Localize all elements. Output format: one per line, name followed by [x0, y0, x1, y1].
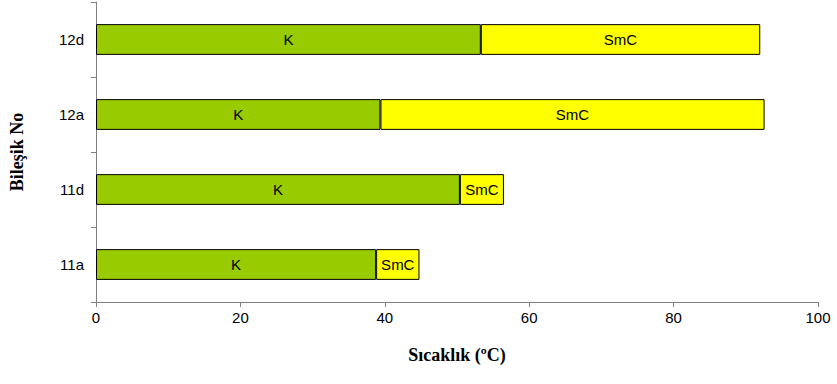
- svg-text:60: 60: [521, 309, 538, 326]
- svg-text:SmC: SmC: [465, 181, 499, 198]
- svg-text:K: K: [231, 256, 241, 273]
- svg-text:80: 80: [665, 309, 682, 326]
- svg-text:Sıcaklık (ºC): Sıcaklık (ºC): [408, 345, 505, 366]
- svg-text:11a: 11a: [60, 256, 85, 273]
- svg-text:20: 20: [232, 309, 249, 326]
- svg-text:40: 40: [376, 309, 393, 326]
- svg-text:100: 100: [805, 309, 830, 326]
- svg-text:0: 0: [92, 309, 100, 326]
- svg-text:Bileşik No: Bileşik No: [7, 113, 27, 192]
- svg-text:12d: 12d: [59, 31, 84, 48]
- svg-text:11d: 11d: [60, 181, 84, 198]
- svg-text:K: K: [273, 181, 283, 198]
- svg-text:K: K: [283, 31, 293, 48]
- svg-text:K: K: [233, 106, 243, 123]
- svg-text:SmC: SmC: [604, 31, 638, 48]
- svg-text:SmC: SmC: [381, 256, 415, 273]
- svg-text:SmC: SmC: [556, 106, 590, 123]
- svg-text:12a: 12a: [59, 106, 85, 123]
